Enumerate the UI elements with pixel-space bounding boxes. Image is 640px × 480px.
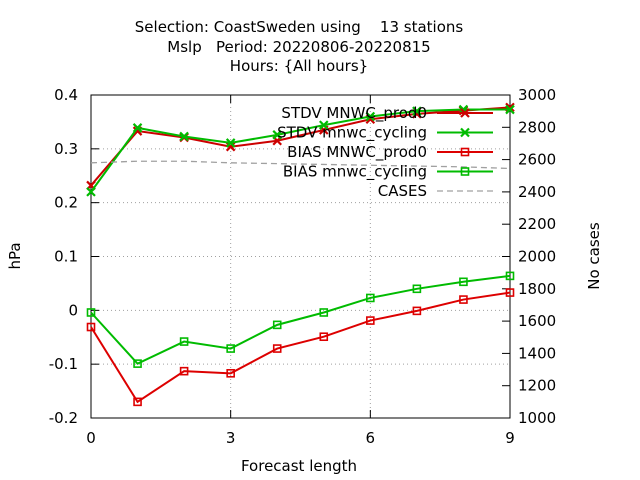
- data-point-square-marker: [86, 308, 96, 317]
- y2-tick-label: 1800: [518, 280, 556, 298]
- series-line-bias-mnwc-cycling: [90, 274, 511, 365]
- y2-tick-label: 3000: [518, 86, 556, 104]
- data-point-x-marker: [132, 123, 143, 133]
- data-point-square-marker: [412, 284, 422, 294]
- y2-tick-label: 1200: [518, 377, 556, 395]
- x-tick-label: 6: [366, 429, 376, 447]
- x-tick-label: 0: [86, 429, 96, 447]
- data-point-square-marker: [459, 277, 468, 287]
- chart-title: Selection: CoastSweden using 13 stations…: [135, 18, 464, 75]
- data-point-square-marker: [460, 167, 470, 176]
- data-point-x-marker: [460, 127, 470, 138]
- y2-tick-label: 2400: [518, 183, 556, 201]
- x-tick-label: 9: [505, 429, 515, 447]
- data-point-x-marker: [272, 130, 282, 140]
- y2-tick-label: 2000: [518, 248, 556, 266]
- data-point-square-marker: [505, 271, 515, 281]
- data-point-square-marker: [226, 344, 235, 353]
- data-point-x-marker: [365, 111, 376, 122]
- data-point-x-marker: [179, 131, 189, 142]
- data-point-square-marker: [133, 359, 142, 368]
- data-point-square-marker: [319, 308, 329, 317]
- data-point-square-marker: [179, 337, 189, 346]
- legend-label: BIAS mnwc_cycling: [283, 163, 427, 182]
- series-line-stdv-mnwc-cycling: [90, 108, 510, 193]
- axes: -0.2 -0.1 0 0.1 0.2 0.3 0.4 1000 1200 1400 1600 180…: [49, 86, 556, 447]
- title-line-3: Hours: {All hours}: [230, 57, 368, 75]
- legend-label: STDV MNWC_prod0: [281, 104, 427, 123]
- data-point-square-marker: [133, 397, 142, 407]
- data-point-square-marker: [366, 316, 375, 325]
- y-tick-label: 0.4: [54, 86, 78, 104]
- legend-label: BIAS MNWC_prod0: [287, 143, 427, 162]
- y-axis-label: hPa: [6, 242, 24, 269]
- y-tick-label: 0: [68, 301, 78, 319]
- data-point-square-marker: [412, 306, 422, 316]
- y-tick-label: -0.1: [49, 355, 78, 373]
- y2-tick-label: 2200: [518, 215, 556, 233]
- y-tick-label: -0.2: [49, 409, 78, 427]
- data-point-square-marker: [86, 322, 96, 332]
- data-point-square-marker: [319, 332, 329, 342]
- y-tick-label: 0.1: [54, 248, 78, 266]
- legend-label: CASES: [378, 182, 427, 200]
- title-line-2: Mslp Period: 20220806-20220815: [167, 38, 430, 56]
- data-point-x-marker: [225, 141, 236, 152]
- y-tick-label: 0.2: [54, 194, 78, 212]
- data-point-square-marker: [272, 344, 282, 353]
- legend-label: STDV mnwc_cycling: [277, 124, 427, 143]
- data-point-square-marker: [272, 320, 282, 330]
- data-point-square-marker: [226, 369, 235, 378]
- data-point-x-marker: [412, 106, 422, 116]
- data-point-square-marker: [366, 293, 375, 303]
- y2-tick-label: 1400: [518, 344, 556, 362]
- data-point-x-marker: [460, 108, 470, 118]
- y-tick-label: 0.3: [54, 140, 78, 158]
- data-point-x-marker: [86, 187, 96, 197]
- y2-tick-label: 2600: [518, 151, 556, 169]
- title-line-1: Selection: CoastSweden using 13 stations: [135, 18, 464, 36]
- y2-tick-label: 1000: [518, 409, 556, 427]
- data-point-x-marker: [319, 120, 329, 130]
- y2-axis-label: No cases: [585, 222, 603, 290]
- data-point-square-marker: [459, 295, 468, 304]
- series-line-bias-mnwc-prod0: [90, 291, 511, 404]
- data-point-square-marker: [460, 147, 470, 157]
- data-point-square-marker: [505, 288, 515, 297]
- y2-tick-label: 1600: [518, 312, 556, 330]
- x-tick-label: 3: [226, 429, 236, 447]
- y2-tick-label: 2800: [518, 118, 556, 136]
- data-point-x-marker: [225, 138, 236, 148]
- data-point-x-marker: [505, 104, 515, 115]
- x-axis-label: Forecast length: [241, 457, 357, 475]
- data-point-square-marker: [179, 366, 189, 376]
